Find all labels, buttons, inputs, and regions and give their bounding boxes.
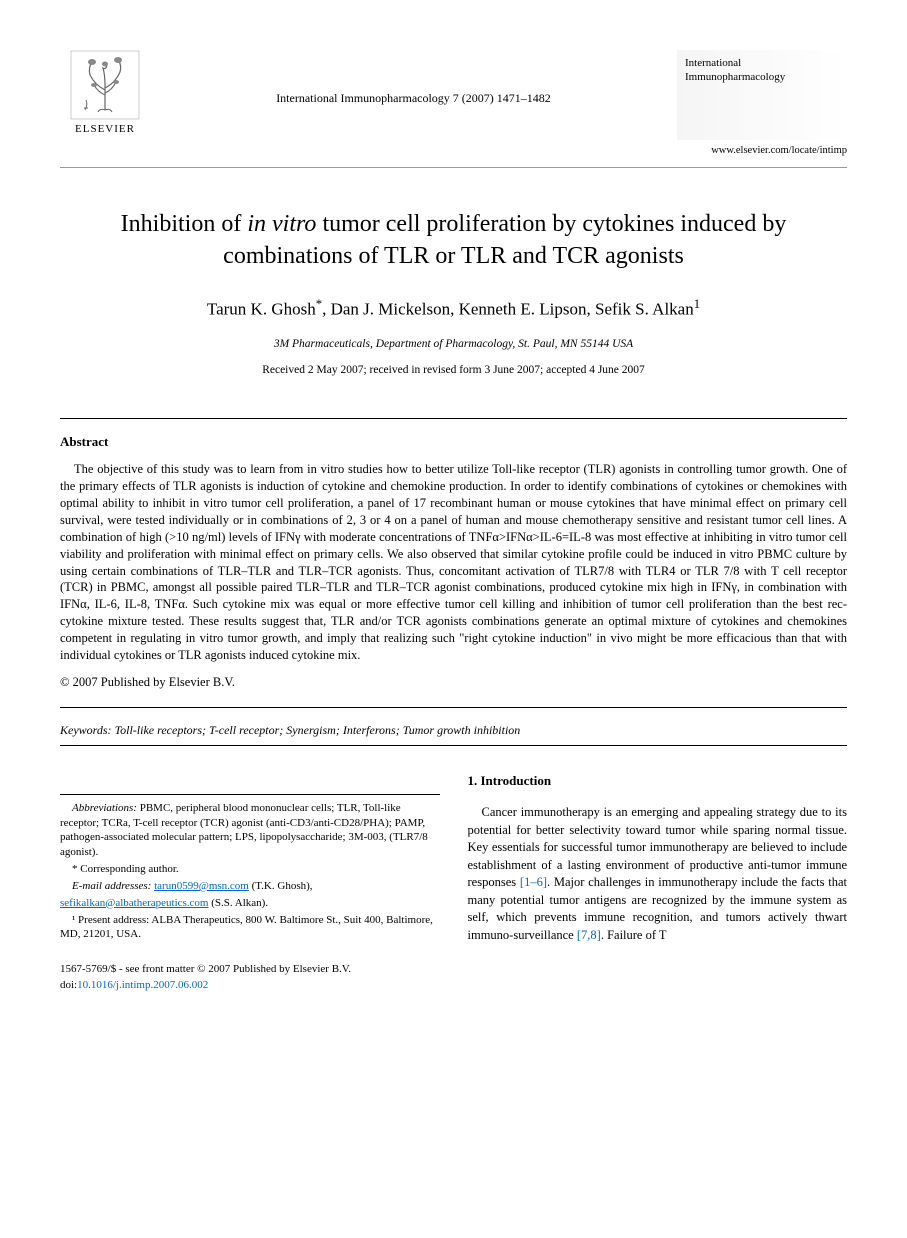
email-link-2[interactable]: sefikalkan@albatherapeutics.com	[60, 897, 208, 909]
two-column-body: Abbreviations: PBMC, peripheral blood mo…	[60, 772, 847, 944]
footnotes-block: Abbreviations: PBMC, peripheral blood mo…	[60, 794, 440, 945]
keywords-label: Keywords:	[60, 723, 112, 737]
page-footer: 1567-5769/$ - see front matter © 2007 Pu…	[60, 962, 847, 993]
introduction-paragraph: Cancer immunotherapy is an emerging and …	[468, 804, 848, 944]
title-italic: in vitro	[247, 211, 316, 237]
author-list: Tarun K. Ghosh*, Dan J. Mickelson, Kenne…	[60, 296, 847, 321]
email-who-1: (T.K. Ghosh),	[249, 880, 313, 892]
doi-line: doi:10.1016/j.intimp.2007.06.002	[60, 978, 847, 993]
journal-title-box: International Immunopharmacology	[677, 50, 847, 140]
introduction-heading: 1. Introduction	[468, 772, 848, 790]
doi-label: doi:	[60, 979, 77, 991]
keywords-values: Toll-like receptors; T-cell receptor; Sy…	[112, 723, 521, 737]
abbreviations-footnote: Abbreviations: PBMC, peripheral blood mo…	[60, 801, 440, 860]
journal-name-line1: International	[685, 56, 839, 70]
right-column: 1. Introduction Cancer immunotherapy is …	[468, 772, 848, 944]
corresponding-author-footnote: * Corresponding author.	[60, 862, 440, 877]
title-part1: Inhibition of	[121, 211, 248, 237]
front-matter-line: 1567-5769/$ - see front matter © 2007 Pu…	[60, 962, 847, 977]
publisher-name: ELSEVIER	[75, 122, 135, 137]
abstract-copyright: © 2007 Published by Elsevier B.V.	[60, 674, 847, 692]
keywords-line: Keywords: Toll-like receptors; T-cell re…	[60, 722, 847, 739]
article-dates: Received 2 May 2007; received in revised…	[60, 362, 847, 378]
article-title: Inhibition of in vitro tumor cell prolif…	[80, 208, 827, 273]
publisher-block: ELSEVIER	[60, 50, 150, 137]
present-address-footnote: ¹ Present address: ALBA Therapeutics, 80…	[60, 913, 440, 943]
abstract-body: The objective of this study was to learn…	[60, 461, 847, 664]
doi-link[interactable]: 10.1016/j.intimp.2007.06.002	[77, 979, 208, 991]
abstract-heading: Abstract	[60, 433, 847, 451]
email-who-2: (S.S. Alkan).	[208, 897, 268, 909]
horizontal-rule	[60, 707, 847, 708]
journal-name-line2: Immunopharmacology	[685, 70, 839, 84]
journal-brand-block: International Immunopharmacology www.els…	[677, 50, 847, 159]
email-label: E-mail addresses:	[72, 880, 151, 892]
affiliation: 3M Pharmaceuticals, Department of Pharma…	[60, 336, 847, 352]
left-column: Abbreviations: PBMC, peripheral blood mo…	[60, 772, 440, 944]
email-footnote-2: sefikalkan@albatherapeutics.com (S.S. Al…	[60, 896, 440, 911]
citation-link-1[interactable]: [1–6]	[520, 875, 547, 889]
citation-line: International Immunopharmacology 7 (2007…	[150, 50, 677, 107]
page-header: ELSEVIER International Immunopharmacolog…	[60, 50, 847, 168]
intro-text-3: . Failure of T	[601, 928, 667, 942]
horizontal-rule	[60, 745, 847, 746]
email-link-1[interactable]: tarun0599@msn.com	[154, 880, 249, 892]
journal-url[interactable]: www.elsevier.com/locate/intimp	[677, 144, 847, 159]
citation-link-2[interactable]: [7,8]	[577, 928, 601, 942]
horizontal-rule	[60, 418, 847, 419]
email-footnote: E-mail addresses: tarun0599@msn.com (T.K…	[60, 879, 440, 894]
abbrev-label: Abbreviations:	[72, 802, 137, 814]
elsevier-tree-logo	[70, 50, 140, 120]
